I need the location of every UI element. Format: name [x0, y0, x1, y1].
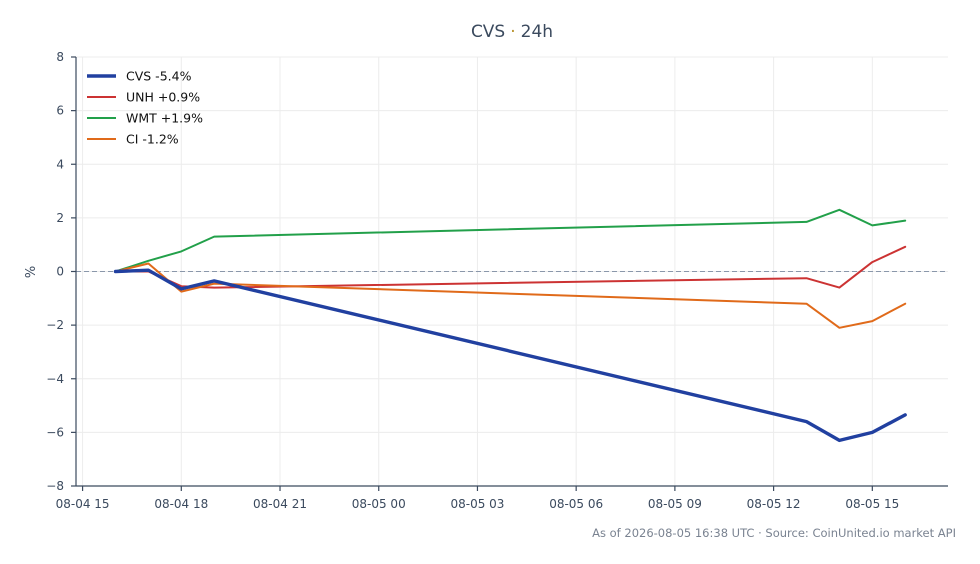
- legend: CVS -5.4% UNH +0.9% WMT +1.9% CI -1.2%: [87, 69, 203, 147]
- legend-item-cvs: CVS -5.4%: [87, 69, 192, 84]
- y-tick-label: −8: [46, 479, 64, 493]
- x-tick-label: 08-04 18: [154, 497, 208, 511]
- y-tick-label: 8: [56, 50, 64, 64]
- series-line-wmt: [114, 208, 907, 273]
- x-tick-label: 08-04 21: [253, 497, 307, 511]
- y-tick-label: 6: [56, 104, 64, 118]
- y-axis-label: %: [24, 266, 39, 278]
- x-tick-label: 08-05 06: [549, 497, 603, 511]
- legend-label: UNH +0.9%: [126, 90, 200, 105]
- legend-label: CVS -5.4%: [126, 69, 192, 84]
- y-tick-label: 0: [56, 265, 64, 279]
- x-tick-label: 08-05 12: [747, 497, 801, 511]
- y-tick-label: −4: [46, 372, 64, 386]
- legend-label: CI -1.2%: [126, 132, 179, 147]
- x-tick-label: 08-05 03: [450, 497, 504, 511]
- x-tick-label: 08-05 15: [845, 497, 899, 511]
- x-tick-label: 08-05 09: [648, 497, 702, 511]
- series-line-unh: [114, 245, 907, 289]
- series-lines: [113, 208, 907, 443]
- y-tick-label: −6: [46, 425, 64, 439]
- legend-item-ci: CI -1.2%: [87, 132, 179, 147]
- y-tick-label: 2: [56, 211, 64, 225]
- y-tick-label: −2: [46, 318, 64, 332]
- y-tick-label: 4: [56, 157, 64, 171]
- chart-title: CVS · 24h: [471, 22, 553, 42]
- series-line-cvs: [113, 268, 907, 443]
- legend-item-wmt: WMT +1.9%: [87, 111, 203, 126]
- x-tick-label: 08-05 00: [352, 497, 406, 511]
- legend-label: WMT +1.9%: [126, 111, 203, 126]
- source-footer: As of 2026-08-05 16:38 UTC · Source: Coi…: [592, 526, 956, 540]
- axes: −8 −6 −4 −2 0 2 4 6 8 08-04 15 08-04 18 08-04 21 08-…: [46, 50, 948, 511]
- series-line-ci: [114, 262, 907, 329]
- x-tick-label: 08-04 15: [56, 497, 110, 511]
- legend-item-unh: UNH +0.9%: [87, 90, 200, 105]
